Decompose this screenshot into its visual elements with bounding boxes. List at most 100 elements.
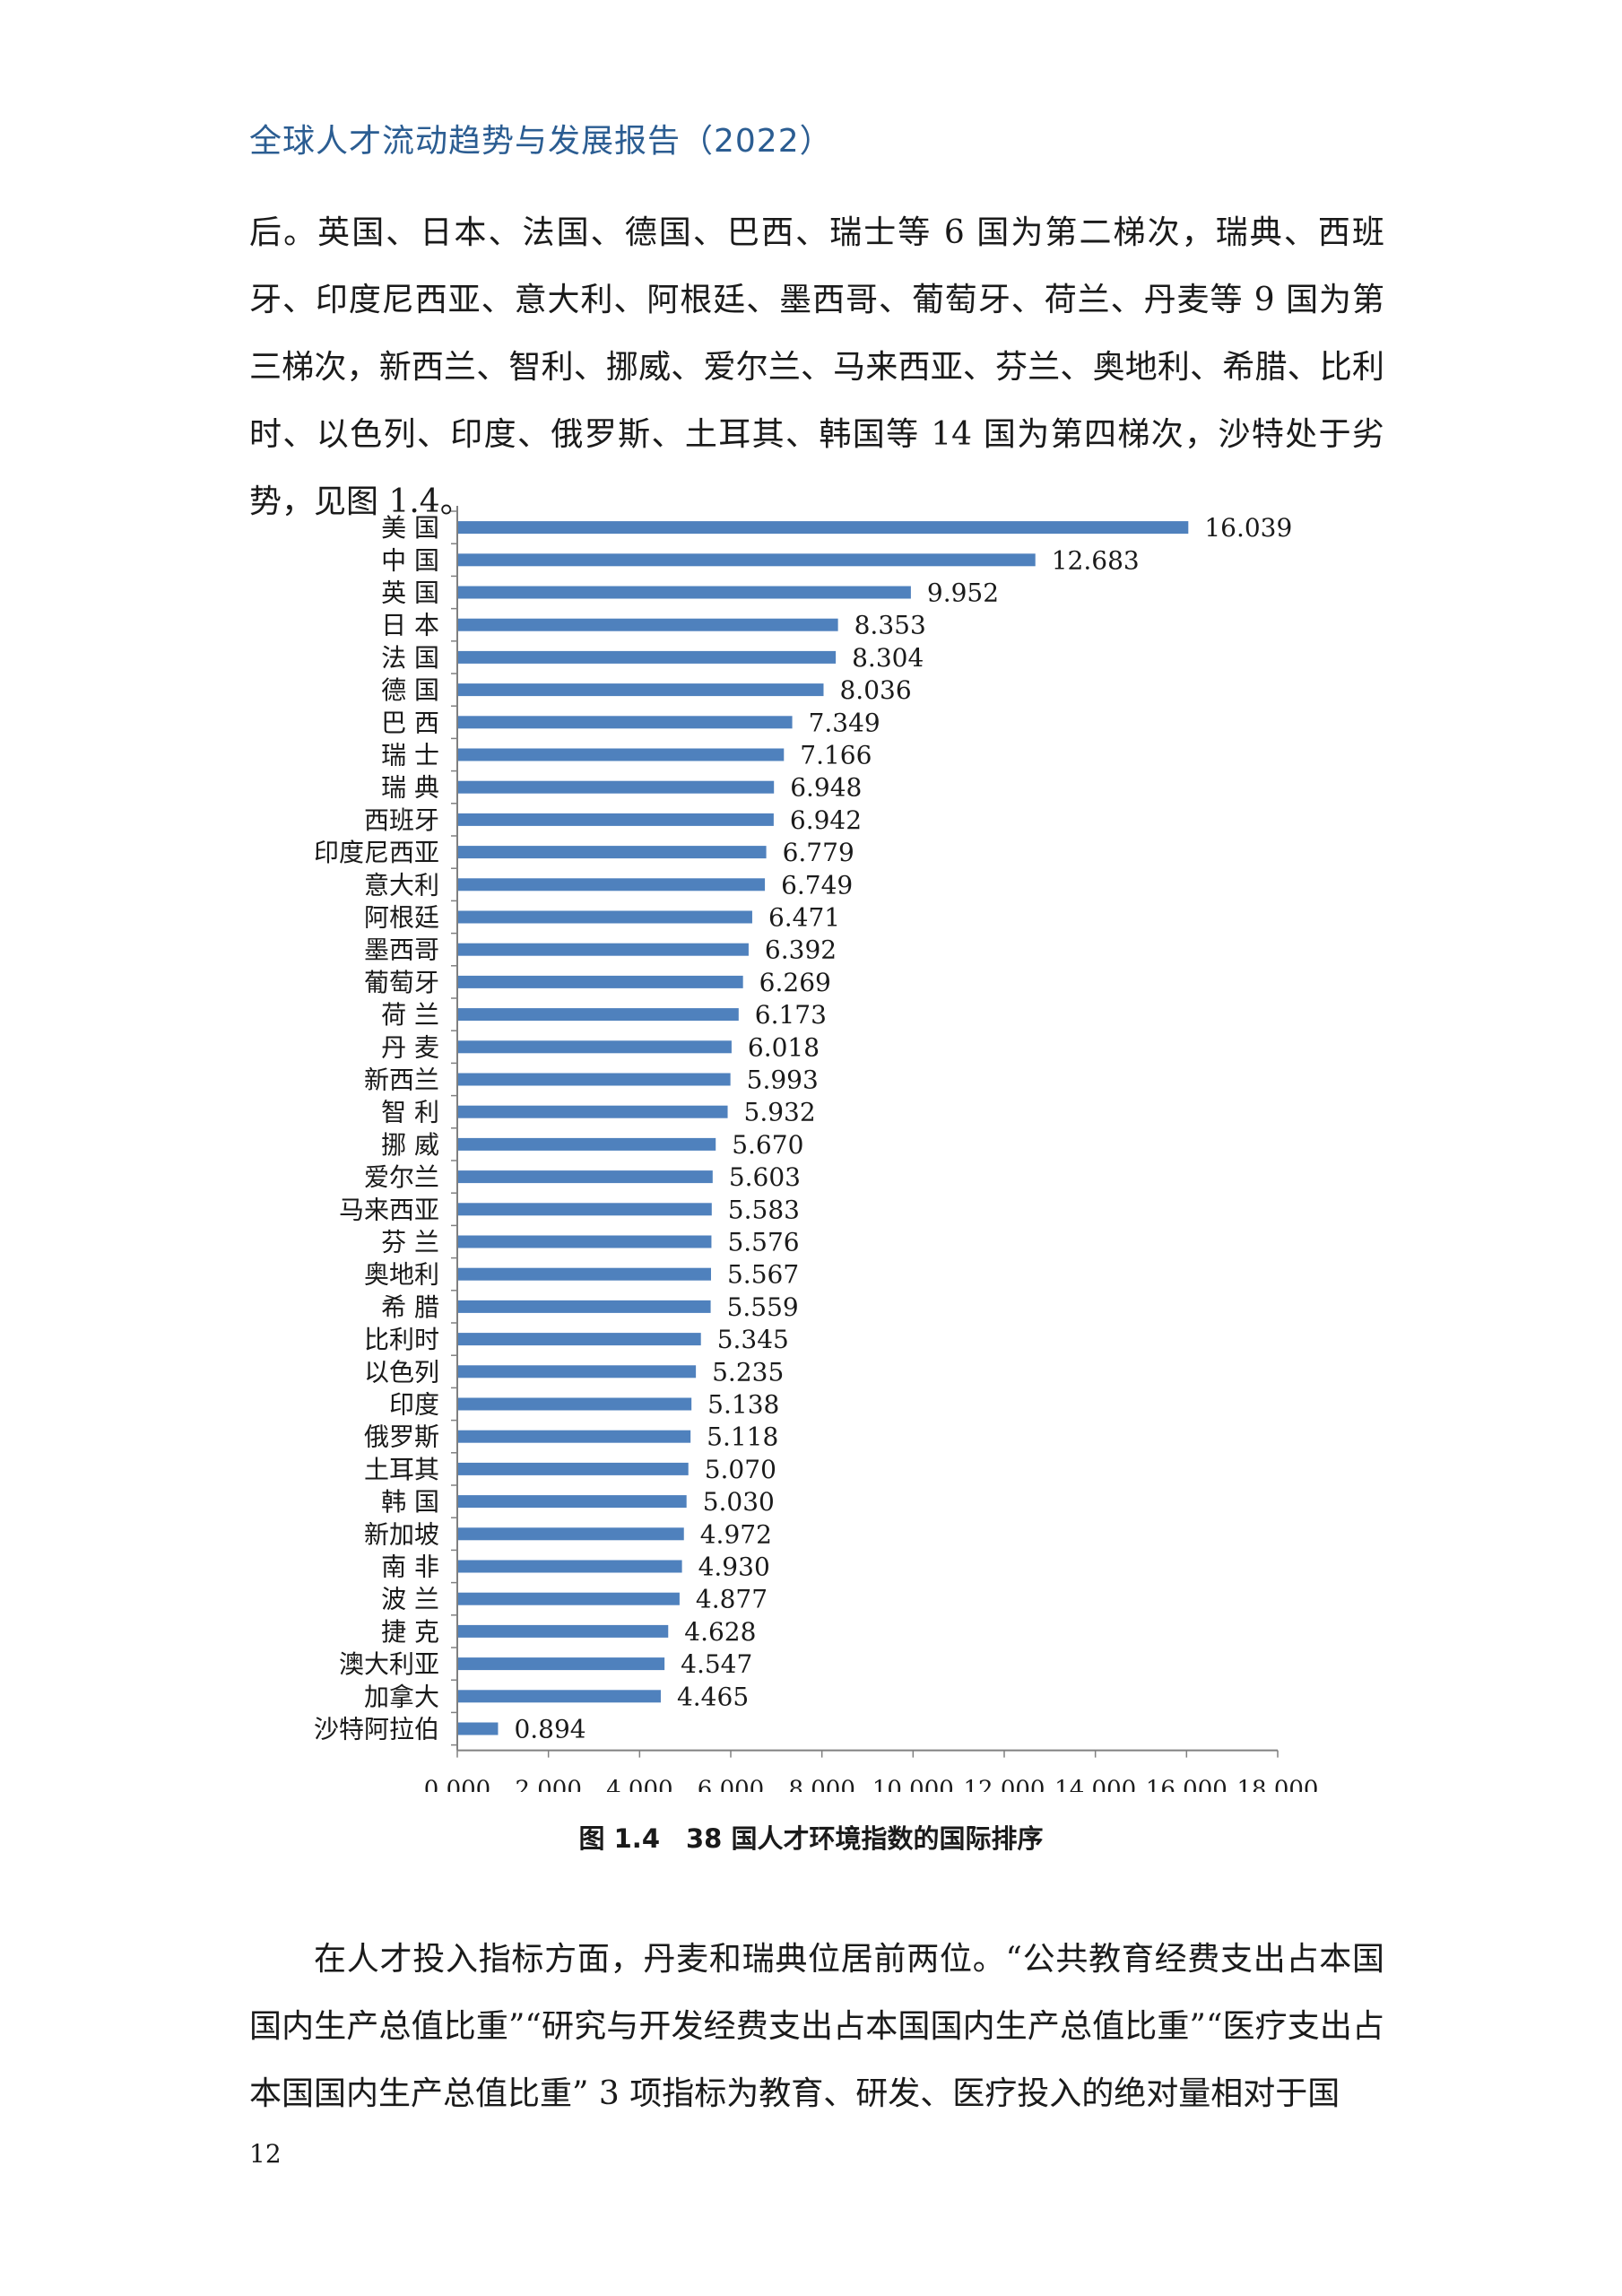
value-label: 6.471 [768, 903, 840, 933]
category-label: 西班牙 [364, 805, 439, 835]
category-label: 波 兰 [381, 1585, 439, 1614]
category-label: 捷 克 [381, 1617, 439, 1647]
value-label: 5.603 [729, 1162, 801, 1192]
value-label: 9.952 [927, 578, 999, 608]
bar [458, 1137, 716, 1151]
bar [458, 1657, 665, 1671]
category-label: 沙特阿拉伯 [314, 1715, 439, 1744]
bar [458, 1462, 689, 1475]
category-label: 德 国 [381, 675, 439, 705]
bar [458, 553, 1036, 567]
category-label: 墨西哥 [364, 935, 439, 965]
bar [458, 1008, 739, 1022]
category-label: 丹 麦 [381, 1032, 439, 1062]
x-tick-label: 14.000 [1054, 1777, 1136, 1792]
bar [458, 1170, 713, 1184]
value-label: 5.583 [728, 1195, 800, 1224]
category-label: 美 国 [381, 513, 439, 543]
bar [458, 1722, 499, 1735]
bar [458, 586, 911, 599]
value-label: 4.972 [700, 1519, 772, 1549]
bar [458, 1333, 701, 1346]
page-number: 12 [249, 2139, 282, 2169]
running-header: 全球人才流动趋势与发展报告（2022） [249, 123, 833, 160]
value-label: 8.304 [852, 643, 924, 673]
category-label: 瑞 士 [381, 741, 439, 770]
value-label: 7.349 [809, 708, 880, 737]
category-label: 巴 西 [381, 708, 439, 737]
value-label: 5.345 [717, 1325, 789, 1354]
bar [458, 521, 1189, 535]
value-label: 6.392 [765, 935, 837, 965]
bar [458, 683, 824, 697]
bar [458, 813, 774, 826]
value-label: 6.018 [748, 1032, 820, 1062]
value-label: 5.567 [727, 1260, 799, 1290]
bar [458, 1430, 691, 1443]
bar [458, 1592, 680, 1605]
value-label: 8.036 [839, 675, 911, 705]
value-label: 5.235 [712, 1357, 784, 1387]
x-tick-label: 4.000 [606, 1777, 672, 1792]
category-label: 智 利 [381, 1098, 439, 1127]
value-label: 5.670 [732, 1130, 803, 1160]
bar [458, 1040, 732, 1054]
category-label: 印度尼西亚 [314, 838, 439, 867]
category-label: 澳大利亚 [339, 1649, 439, 1679]
body-paragraph-1: 后。英国、日本、法国、德国、巴西、瑞士等 6 国为第二梯次，瑞典、西班牙、印度尼… [249, 214, 1384, 520]
category-label: 以色列 [364, 1357, 439, 1387]
category-label: 日 本 [381, 611, 439, 640]
category-label: 比利时 [364, 1325, 439, 1354]
bar [458, 650, 837, 664]
value-label: 5.993 [747, 1065, 819, 1095]
value-label: 8.353 [854, 611, 926, 640]
bar [458, 1560, 682, 1573]
bar [458, 1690, 661, 1703]
category-label: 希 腊 [381, 1292, 439, 1322]
x-tick-label: 18.000 [1237, 1777, 1319, 1792]
bar-chart: 美 国 16.039 中 国 12.683 英 国 9.952 日 本 8.353 法 国 8.3… [314, 506, 1319, 1792]
x-tick-label: 12.000 [964, 1777, 1045, 1792]
category-label: 爱尔兰 [364, 1162, 439, 1192]
x-tick-label: 16.000 [1146, 1777, 1227, 1792]
category-label: 中 国 [381, 545, 439, 575]
bar [458, 716, 793, 729]
category-label: 阿根廷 [364, 903, 439, 933]
category-label: 英 国 [381, 578, 439, 608]
bar [458, 1105, 728, 1118]
value-label: 7.166 [800, 741, 872, 770]
bar [458, 846, 767, 859]
bar [458, 780, 775, 794]
bar [458, 878, 766, 891]
bar [458, 748, 785, 761]
x-tick-label: 2.000 [515, 1777, 581, 1792]
value-label: 0.894 [514, 1715, 585, 1744]
category-label: 芬 兰 [381, 1228, 439, 1257]
bar [458, 943, 749, 956]
value-label: 5.138 [707, 1390, 779, 1420]
category-label: 意大利 [364, 870, 439, 900]
value-label: 6.173 [755, 1000, 827, 1030]
category-label: 南 非 [381, 1552, 439, 1582]
category-label: 俄罗斯 [364, 1422, 439, 1452]
value-label: 6.779 [783, 838, 854, 867]
bar [458, 1203, 712, 1216]
figure-caption: 图 1.4 38 国人才环境指数的国际排序 [578, 1823, 1044, 1854]
category-label: 奥地利 [364, 1260, 439, 1290]
bar [458, 1495, 687, 1509]
value-label: 5.576 [727, 1228, 799, 1257]
bar [458, 910, 752, 924]
value-label: 16.039 [1204, 513, 1292, 543]
value-label: 4.547 [681, 1649, 752, 1679]
body-paragraph-2: 在人才投入指标方面，丹麦和瑞典位居前两位。“公共教育经费支出占本国国内生产总值比… [249, 1941, 1384, 2112]
category-label: 新加坡 [364, 1519, 439, 1549]
x-tick-label: 0.000 [424, 1777, 490, 1792]
category-label: 葡萄牙 [364, 968, 439, 997]
x-tick-label: 8.000 [788, 1777, 854, 1792]
category-label: 法 国 [381, 643, 439, 673]
category-label: 加拿大 [364, 1682, 439, 1711]
bar [458, 1267, 711, 1281]
value-label: 6.749 [781, 870, 853, 900]
category-label: 印度 [389, 1390, 439, 1420]
category-label: 新西兰 [364, 1065, 439, 1095]
